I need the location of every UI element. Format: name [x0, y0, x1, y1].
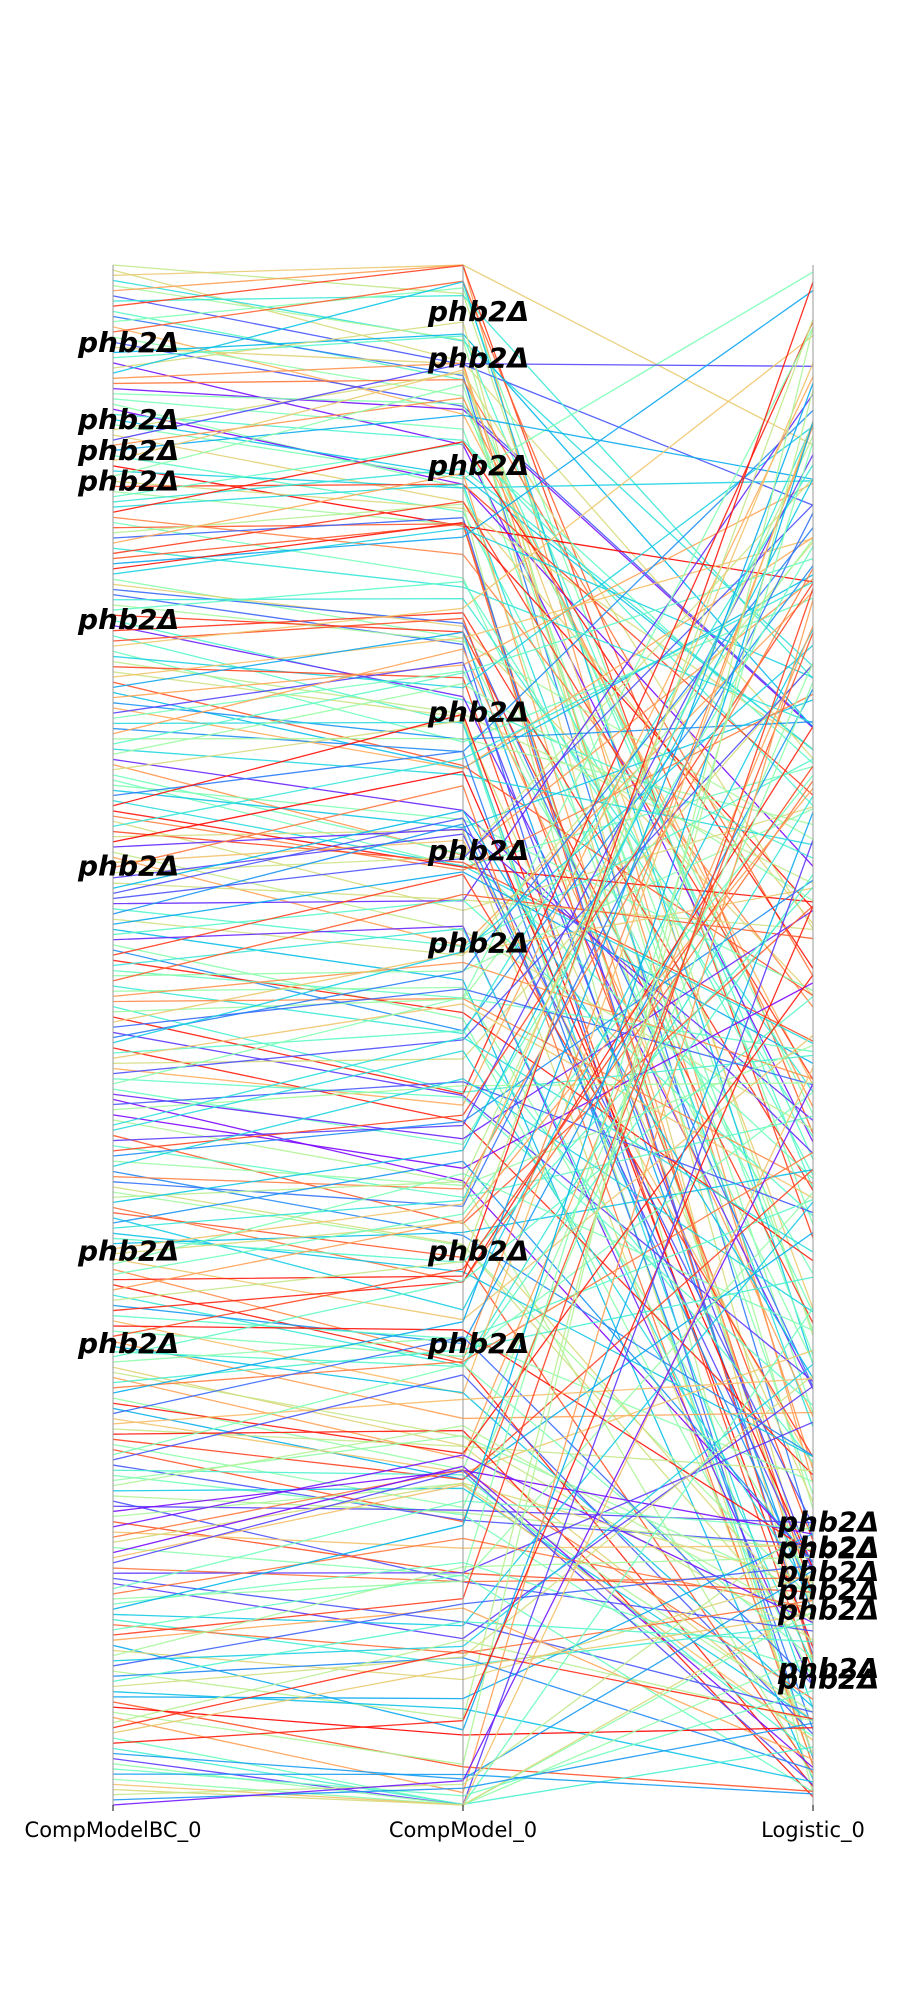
axis-label: Logistic_0	[761, 1818, 865, 1843]
axis-label: CompModel_0	[389, 1818, 537, 1843]
highlight-label: phb2Δ	[77, 1235, 179, 1268]
highlight-labels: phb2Δphb2Δphb2Δphb2Δphb2Δphb2Δphb2Δphb2Δ…	[77, 295, 879, 1696]
highlight-label: phb2Δ	[427, 295, 529, 328]
highlight-label: phb2Δ	[77, 1327, 179, 1360]
highlight-label: phb2Δ	[77, 850, 179, 883]
highlight-label: phb2Δ	[777, 1555, 879, 1588]
highlight-label: phb2Δ	[427, 1235, 529, 1268]
highlight-label: phb2Δ	[777, 1593, 879, 1626]
highlight-label: phb2Δ	[427, 449, 529, 482]
highlight-label: phb2Δ	[777, 1506, 879, 1539]
highlight-label: phb2Δ	[427, 1327, 529, 1360]
highlight-label: phb2Δ	[77, 326, 179, 359]
highlight-label: phb2Δ	[777, 1663, 879, 1696]
highlight-label: phb2Δ	[777, 1530, 879, 1563]
axis-label: CompModelBC_0	[25, 1818, 202, 1843]
highlight-label: phb2Δ	[777, 1532, 879, 1565]
highlight-label: phb2Δ	[427, 696, 529, 729]
highlight-label: phb2Δ	[77, 434, 179, 467]
highlight-label: phb2Δ	[427, 927, 529, 960]
highlight-label: phb2Δ	[777, 1652, 879, 1685]
highlight-label: phb2Δ	[77, 403, 179, 436]
highlight-label: phb2Δ	[777, 1573, 879, 1606]
highlight-label: phb2Δ	[77, 603, 179, 636]
highlight-label: phb2Δ	[427, 341, 529, 374]
highlight-label: phb2Δ	[427, 834, 529, 867]
chart-axes: CompModelBC_0 CompModel_0 Logistic_0	[25, 265, 865, 1843]
highlight-label: phb2Δ	[77, 465, 179, 498]
